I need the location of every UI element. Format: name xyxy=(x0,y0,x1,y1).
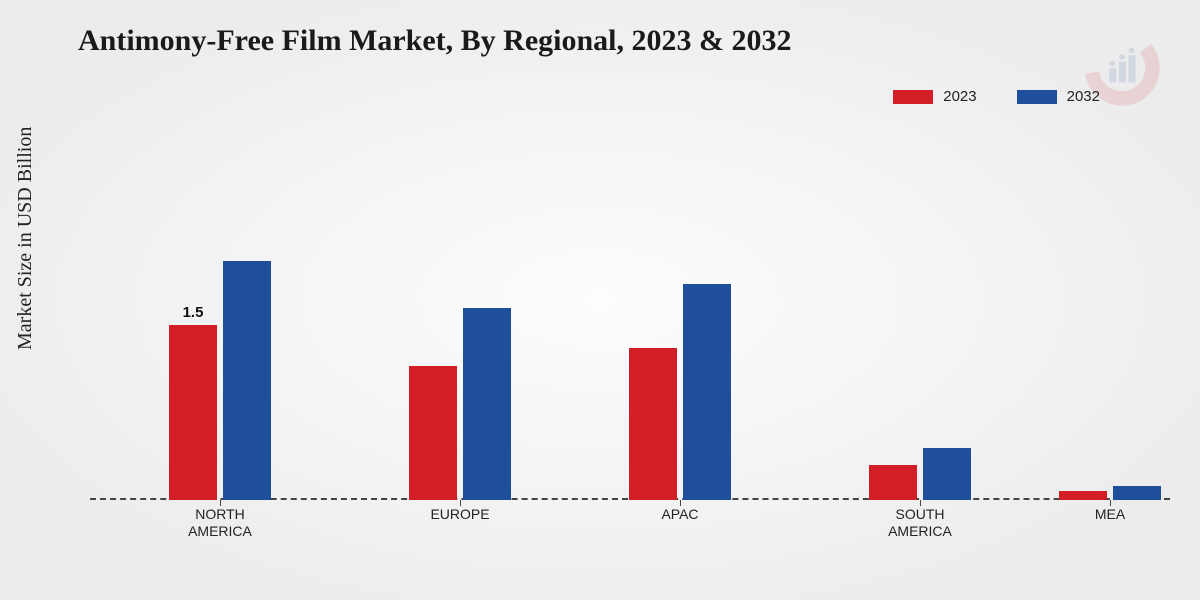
x-axis-category-label: SOUTHAMERICA xyxy=(860,506,980,540)
bar xyxy=(1059,491,1107,500)
x-axis-category-label: APAC xyxy=(620,506,740,523)
plot-area: 1.5 xyxy=(90,150,1170,500)
chart-title: Antimony-Free Film Market, By Regional, … xyxy=(78,24,792,58)
bar-value-label: 1.5 xyxy=(169,304,217,321)
x-axis-category-label: MEA xyxy=(1050,506,1170,523)
legend-item-2032: 2032 xyxy=(1017,88,1100,105)
bar xyxy=(683,284,731,500)
legend: 2023 2032 xyxy=(893,88,1100,105)
bar xyxy=(869,465,917,500)
bar xyxy=(629,348,677,500)
legend-item-2023: 2023 xyxy=(893,88,976,105)
legend-label-2032: 2032 xyxy=(1067,88,1100,105)
bar xyxy=(409,366,457,500)
bar xyxy=(463,308,511,501)
bar xyxy=(223,261,271,500)
legend-label-2023: 2023 xyxy=(943,88,976,105)
legend-swatch-2032 xyxy=(1017,90,1057,104)
legend-swatch-2023 xyxy=(893,90,933,104)
bar xyxy=(1113,486,1161,500)
y-axis-label: Market Size in USD Billion xyxy=(14,127,37,350)
x-axis-category-label: NORTHAMERICA xyxy=(160,506,280,540)
bar xyxy=(923,448,971,501)
bar xyxy=(169,325,217,500)
chart-canvas: Antimony-Free Film Market, By Regional, … xyxy=(0,0,1200,600)
x-axis-category-label: EUROPE xyxy=(400,506,520,523)
